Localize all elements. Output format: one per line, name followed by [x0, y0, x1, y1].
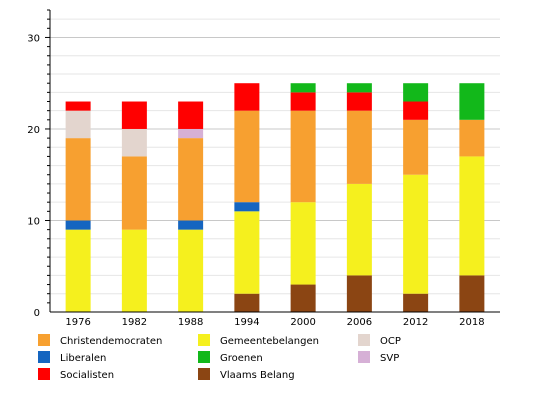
legend-swatch-gemeentebelangen [198, 334, 210, 346]
bar-segment-christendemocraten-2000 [290, 110, 316, 203]
bar-segment-christendemocraten-2012 [403, 119, 429, 175]
bar-segment-socialisten-1988 [178, 101, 204, 129]
bar-segment-christendemocraten-1988 [178, 138, 204, 221]
legend-swatch-liberalen [38, 351, 50, 363]
legend-swatch-svp [358, 351, 370, 363]
bar-segment-socialisten-1994 [234, 83, 260, 111]
legend-label-christendemocraten: Christendemocraten [60, 336, 162, 347]
legend-label-socialisten: Socialisten [60, 370, 114, 381]
bars [65, 83, 485, 312]
x-tick-label: 1982 [122, 317, 147, 328]
bar-segment-gemeentebelangen-1976 [65, 229, 91, 312]
bar-segment-gemeentebelangen-2000 [290, 202, 316, 285]
x-tick-label: 2000 [290, 317, 315, 328]
legend-label-ocp: OCP [380, 336, 401, 347]
legend-label-liberalen: Liberalen [60, 353, 106, 364]
x-tick-label: 2006 [347, 317, 372, 328]
bar-segment-groenen-2000 [290, 83, 316, 93]
legend-swatch-vlaams-belang [198, 368, 210, 380]
bar-segment-gemeentebelangen-2012 [403, 174, 429, 294]
y-tick-label: 30 [27, 33, 40, 44]
bar-segment-christendemocraten-1994 [234, 110, 260, 203]
bar-segment-gemeentebelangen-2006 [346, 183, 372, 276]
x-tick-label: 1988 [178, 317, 203, 328]
legend-label-groenen: Groenen [220, 353, 263, 364]
bar-segment-liberalen-1994 [234, 202, 260, 212]
bar-segment-vlaams-belang-1994 [234, 293, 260, 312]
legend-swatch-christendemocraten [38, 334, 50, 346]
axes: 1976 1982 1988 1994 2000 2006 2012 2018 0 10 20 30 [27, 9, 500, 328]
bar-segment-socialisten-1982 [121, 101, 147, 129]
bar-segment-gemeentebelangen-2018 [459, 156, 485, 276]
bar-segment-ocp-1982 [121, 128, 147, 157]
x-tick-label: 2018 [459, 317, 484, 328]
bar-segment-groenen-2018 [459, 83, 485, 120]
bar-segment-liberalen-1976 [65, 220, 91, 230]
legend-swatch-socialisten [38, 368, 50, 380]
bar-segment-socialisten-2012 [403, 101, 429, 120]
bar-segment-vlaams-belang-2012 [403, 293, 429, 312]
y-tick-label: 20 [27, 125, 40, 136]
bar-segment-christendemocraten-2006 [346, 110, 372, 184]
bar-segment-gemeentebelangen-1988 [178, 229, 204, 312]
bar-segment-gemeentebelangen-1982 [121, 229, 147, 312]
bar-segment-liberalen-1988 [178, 220, 204, 230]
legend: Christendemocraten Gemeentebelangen OCP Lib… [38, 334, 401, 381]
bar-segment-christendemocraten-2018 [459, 119, 485, 157]
x-tick-label: 2012 [403, 317, 428, 328]
bar-segment-vlaams-belang-2000 [290, 284, 316, 312]
y-tick-label: 0 [34, 308, 40, 319]
legend-label-gemeentebelangen: Gemeentebelangen [220, 336, 319, 347]
bar-segment-socialisten-2000 [290, 92, 316, 111]
bar-segment-vlaams-belang-2006 [346, 275, 372, 312]
bar-segment-groenen-2012 [403, 83, 429, 102]
x-tick-label: 1976 [65, 317, 90, 328]
bar-segment-ocp-1976 [65, 110, 91, 139]
bar-segment-gemeentebelangen-1994 [234, 211, 260, 294]
legend-swatch-groenen [198, 351, 210, 363]
bar-segment-svp-1988 [178, 128, 204, 139]
grid [50, 18, 500, 295]
bar-segment-christendemocraten-1976 [65, 138, 91, 221]
bar-segment-socialisten-1976 [65, 101, 91, 111]
bar-segment-groenen-2006 [346, 83, 372, 93]
x-tick-label: 1994 [234, 317, 259, 328]
bar-segment-vlaams-belang-2018 [459, 275, 485, 312]
y-tick-label: 10 [27, 216, 40, 227]
legend-swatch-ocp [358, 334, 370, 346]
bar-segment-christendemocraten-1982 [121, 156, 147, 230]
legend-label-svp: SVP [380, 353, 399, 364]
legend-label-vlaams-belang: Vlaams Belang [220, 370, 295, 381]
bar-segment-socialisten-2006 [346, 92, 372, 111]
